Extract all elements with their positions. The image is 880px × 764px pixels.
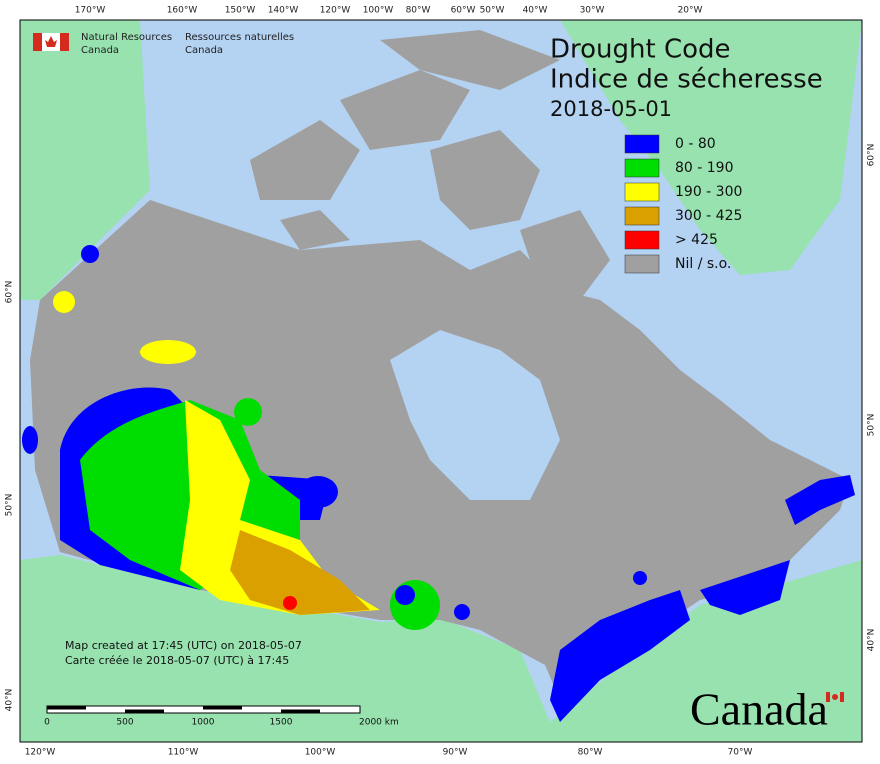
island [340, 70, 470, 150]
scale-label: 2000 km [359, 718, 399, 728]
left-axis-label: 60°N [5, 281, 15, 304]
wordmark: Canada [690, 684, 844, 735]
agency-en: Natural Resources [81, 32, 172, 43]
bottom-axis-label: 80°W [578, 748, 603, 758]
top-axis-label: 80°W [406, 6, 431, 16]
left-axis-label: 50°N [5, 494, 15, 517]
bottom-axis-label: 110°W [168, 748, 199, 758]
note-fr: Carte créée le 2018-05-07 (UTC) à 17:45 [65, 654, 289, 667]
bottom-axis-label: 90°W [443, 748, 468, 758]
top-axis-label: 50°W [480, 6, 505, 16]
island [430, 130, 540, 230]
agency-en: Canada [81, 45, 119, 56]
zone-blue [633, 571, 647, 585]
canada-wordmark: Canada [690, 684, 828, 735]
zone-blue [700, 560, 790, 615]
graticule-labels: 170°W 160°W 150°W 140°W 120°W 100°W 80°W 60°W 50… [5, 6, 877, 758]
arctic-islands [250, 30, 610, 300]
greenland [560, 20, 862, 275]
zone-blue [454, 604, 470, 620]
right-axis-label: 60°N [867, 144, 877, 167]
wordmark-leaf [832, 694, 838, 700]
right-axis-label: 50°N [867, 414, 877, 437]
left-axis-label: 40°N [5, 689, 15, 712]
map-frame [19, 19, 863, 743]
zone-orange [230, 530, 370, 615]
top-axis-label: 40°W [523, 6, 548, 16]
bottom-axis-label: 70°W [728, 748, 753, 758]
wordmark-flag [840, 692, 844, 702]
title-fr: Indice de sécheresse [550, 65, 823, 95]
bottom-axis-label: 120°W [25, 748, 56, 758]
agency-fr: Canada [185, 45, 223, 56]
drought-zones [22, 245, 855, 722]
title: Drought Code [550, 35, 731, 65]
scale-label: 500 [116, 718, 133, 728]
legend-label: 80 - 190 [675, 160, 734, 176]
top-axis-label: 60°W [451, 6, 476, 16]
zone-green [234, 398, 262, 426]
island [520, 210, 610, 300]
zone-blue [81, 245, 99, 263]
zone-yellow [180, 400, 380, 615]
zone-yellow [53, 291, 75, 313]
legend-swatch [624, 134, 660, 154]
scale-seg [47, 706, 86, 710]
legend-label: 300 - 425 [675, 208, 742, 224]
zone-blue [298, 476, 338, 508]
frame-border [19, 19, 863, 743]
alaska [20, 20, 150, 300]
wordmark-flag [826, 692, 830, 702]
top-axis-label: 120°W [320, 6, 351, 16]
zone-green [390, 580, 440, 630]
flag-band [60, 33, 69, 51]
flag-band [33, 33, 42, 51]
island [380, 30, 560, 90]
scale-label: 1000 [192, 718, 215, 728]
zone-blue [395, 585, 415, 605]
legend-label: > 425 [675, 232, 718, 248]
date: 2018-05-01 [550, 97, 672, 121]
scale-labels: 0 500 1000 1500 2000 km [44, 718, 399, 728]
agency-fr: Ressources naturelles [185, 32, 294, 43]
scale-seg [281, 709, 320, 713]
logo: Natural Resources Canada Ressources natu… [33, 32, 294, 56]
legend-swatch [624, 206, 660, 226]
top-axis-label: 30°W [580, 6, 605, 16]
zone-red [283, 596, 297, 610]
legend: 0 - 80 80 - 190 190 - 300 300 - 425 > 425 Nil… [624, 134, 742, 274]
top-axis-label: 170°W [75, 6, 106, 16]
legend-label: 190 - 300 [675, 184, 742, 200]
legend-label: Nil / s.o. [675, 256, 731, 272]
zone-yellow [140, 340, 196, 364]
bottom-axis-label: 100°W [305, 748, 336, 758]
hudson-bay [390, 330, 560, 500]
scale-label: 0 [44, 718, 50, 728]
legend-swatch [624, 254, 660, 274]
right-axis-label: 40°N [867, 629, 877, 652]
zone-blue [22, 426, 38, 454]
top-axis-label: 100°W [363, 6, 394, 16]
zone-blue [785, 475, 855, 525]
top-axis-label: 140°W [268, 6, 299, 16]
island [250, 120, 360, 200]
scale-bar: 0 500 1000 1500 2000 km [44, 705, 399, 728]
top-axis-label: 160°W [167, 6, 198, 16]
note-en: Map created at 17:45 (UTC) on 2018-05-07 [65, 639, 302, 652]
legend-swatch [624, 230, 660, 250]
island [280, 210, 350, 250]
legend-swatch [624, 182, 660, 202]
zone-blue [550, 590, 690, 722]
scale-label: 1500 [270, 718, 293, 728]
legend-swatch [624, 158, 660, 178]
legend-label: 0 - 80 [675, 136, 716, 152]
scale-seg [203, 706, 242, 710]
top-axis-label: 150°W [225, 6, 256, 16]
maple-leaf [45, 36, 57, 47]
scale-seg [125, 709, 164, 713]
top-axis-label: 20°W [678, 6, 703, 16]
